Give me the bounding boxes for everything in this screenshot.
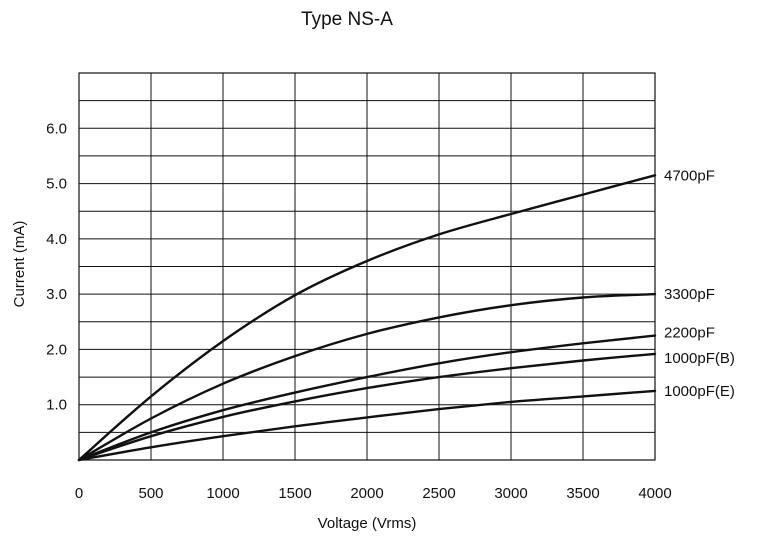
x-axis-ticks: 0 500 1000 1500 2000 2500 3000 3500 4000 — [75, 485, 672, 502]
series-label: 1000pF(B) — [664, 350, 735, 367]
series-line-3300pf — [77, 292, 657, 462]
series-line-2200pf — [77, 334, 657, 462]
y-tick-label: 1.0 — [46, 397, 67, 414]
x-tick-label: 2000 — [350, 485, 383, 502]
x-tick-label: 3500 — [566, 485, 599, 502]
x-tick-label: 1000 — [206, 485, 239, 502]
series-labels: 4700pF 3300pF 2200pF 1000pF(B) 1000pF(E) — [664, 167, 735, 400]
x-tick-label: 1500 — [278, 485, 311, 502]
x-tick-label: 3000 — [494, 485, 527, 502]
series-label: 3300pF — [664, 286, 715, 303]
curves — [77, 174, 657, 462]
x-axis-label: Voltage (Vrms) — [318, 515, 417, 532]
y-axis-ticks: 1.0 2.0 3.0 4.0 5.0 6.0 — [46, 120, 67, 413]
plot-frame — [78, 72, 656, 461]
y-tick-label: 2.0 — [46, 341, 67, 358]
chart-title: Type NS-A — [301, 9, 393, 30]
series-line-1000pf-e — [77, 389, 657, 462]
series-label: 1000pF(E) — [664, 383, 735, 400]
y-tick-label: 3.0 — [46, 286, 67, 303]
y-tick-label: 4.0 — [46, 231, 67, 248]
x-tick-label: 0 — [75, 485, 83, 502]
series-label: 2200pF — [664, 325, 715, 342]
series-line-1000pf-b — [77, 352, 657, 462]
series-line-4700pf — [77, 174, 657, 462]
x-tick-label: 500 — [138, 485, 163, 502]
x-tick-label: 2500 — [422, 485, 455, 502]
x-tick-label: 4000 — [638, 485, 671, 502]
y-axis-label: Current (mA) — [11, 221, 28, 308]
series-label: 4700pF — [664, 167, 715, 184]
y-tick-label: 5.0 — [46, 176, 67, 193]
y-tick-label: 6.0 — [46, 120, 67, 137]
grid — [79, 73, 655, 460]
